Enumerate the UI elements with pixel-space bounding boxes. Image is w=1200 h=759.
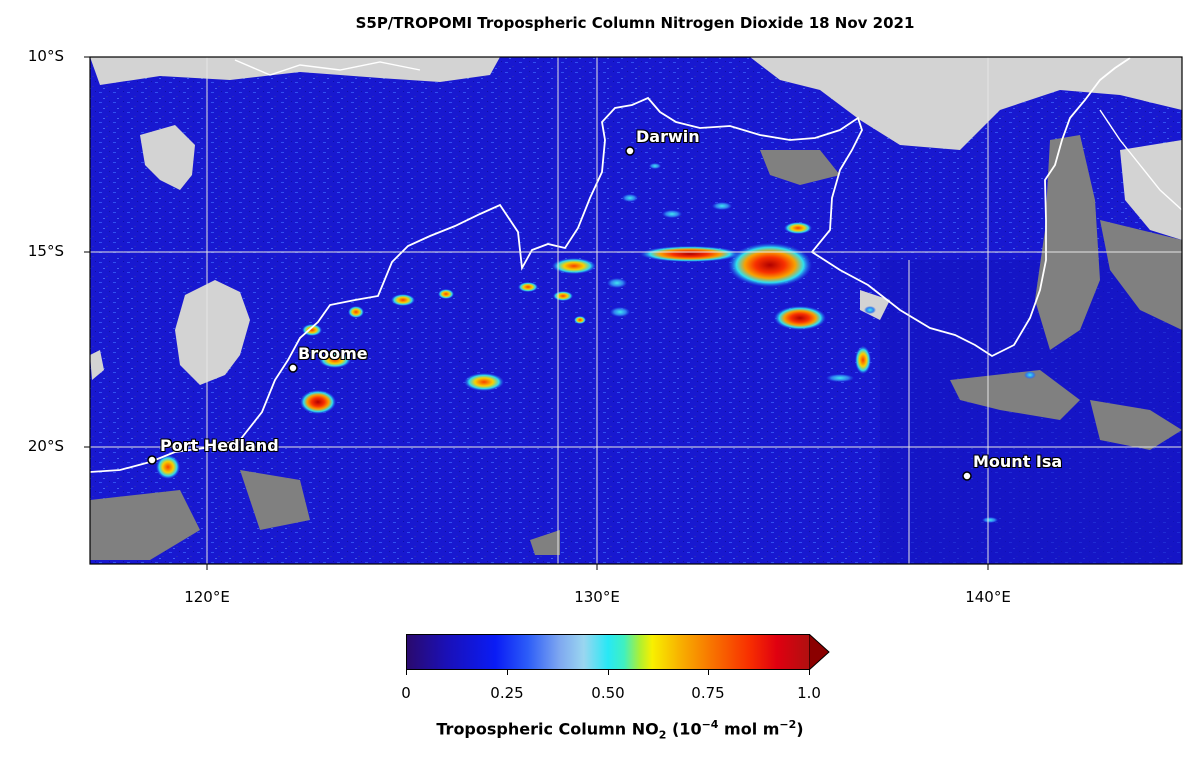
land-no-data-areas bbox=[90, 57, 1182, 385]
map-title: S5P/TROPOMI Tropospheric Column Nitrogen… bbox=[355, 14, 915, 32]
colorbar-tick-label: 0.50 bbox=[591, 684, 625, 702]
no2-plumes bbox=[156, 163, 1036, 523]
y-tick-label: 15°S bbox=[27, 242, 64, 260]
city-marker-mount-isa bbox=[962, 471, 972, 481]
city-marker-port-hedland bbox=[147, 455, 157, 465]
colorbar-tick-label: 0.75 bbox=[691, 684, 725, 702]
x-tick-label: 120°E bbox=[184, 588, 230, 606]
plot-frame bbox=[89, 56, 1183, 565]
colorbar-tick-label: 0.25 bbox=[490, 684, 524, 702]
colorbar-tick-label: 1.0 bbox=[797, 684, 821, 702]
colorbar bbox=[406, 634, 810, 670]
city-label-port-hedland: Port Hedland bbox=[160, 436, 279, 455]
city-markers bbox=[147, 146, 972, 481]
city-label-darwin: Darwin bbox=[636, 127, 700, 146]
colorbar-label: Tropospheric Column NO2 (10−4 mol m−2) bbox=[436, 718, 804, 742]
x-tick-label: 140°E bbox=[965, 588, 1011, 606]
missing-data-areas bbox=[90, 135, 1182, 560]
colorbar-extend-arrow bbox=[809, 634, 830, 670]
y-tick-label: 10°S bbox=[27, 47, 64, 65]
colorbar-tick-label: 0 bbox=[401, 684, 411, 702]
city-label-mount-isa: Mount Isa bbox=[973, 452, 1063, 471]
city-marker-broome bbox=[288, 363, 298, 373]
city-label-broome: Broome bbox=[298, 344, 368, 363]
y-tick-label: 20°S bbox=[27, 437, 64, 455]
coastline bbox=[90, 57, 1131, 473]
city-marker-darwin bbox=[625, 146, 635, 156]
gridlines bbox=[90, 57, 1182, 564]
x-tick-label: 130°E bbox=[574, 588, 620, 606]
